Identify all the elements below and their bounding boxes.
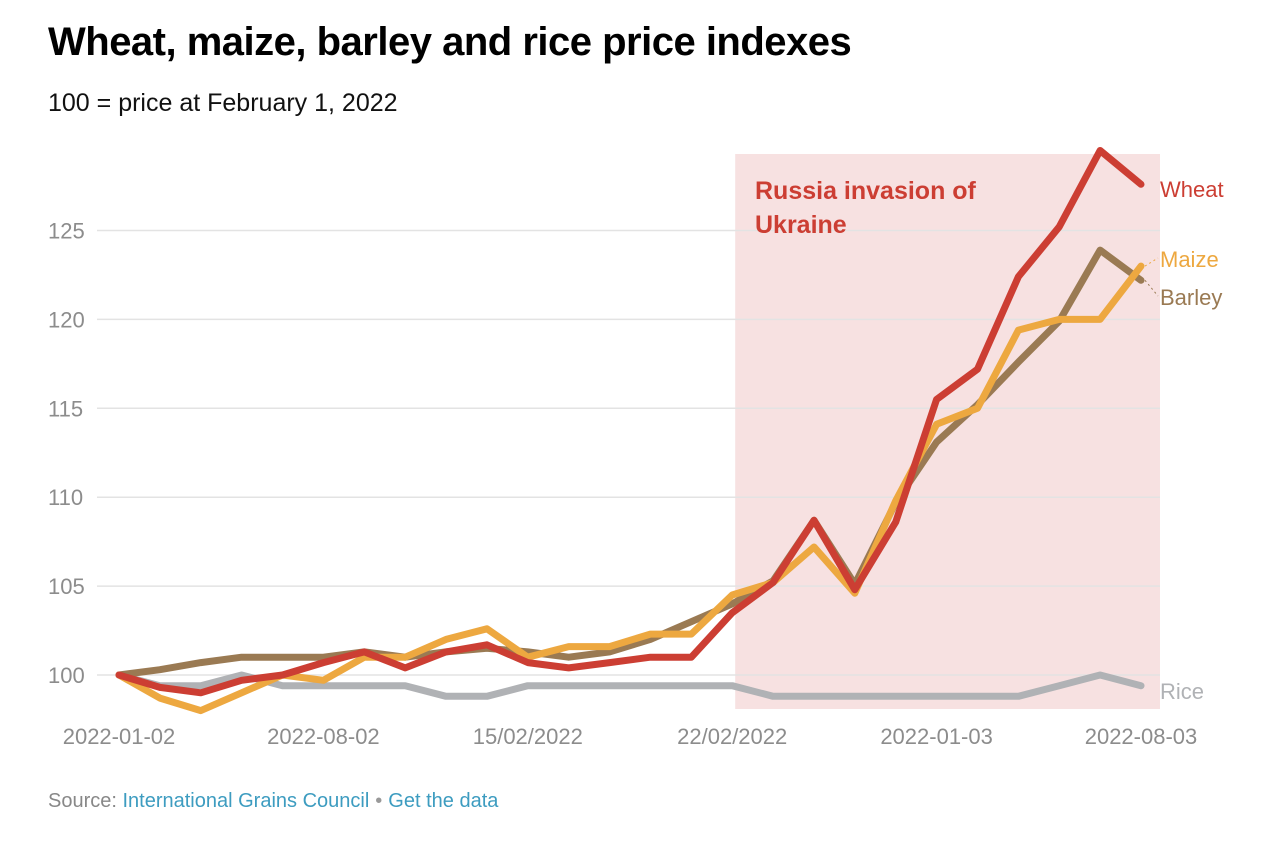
series-lines [115,147,1145,715]
x-tick-label-15: 22/02/2022 [677,724,787,749]
source-line: Source: International Grains Council • Get… [48,790,498,813]
series-labels: Wheat Maize Barley Rice [1144,177,1224,704]
y-tick-label-120: 120 [48,307,85,332]
y-axis-ticks: 100 105 110 115 120 125 [48,219,85,689]
chart-title: Wheat, maize, barley and rice price inde… [48,20,852,64]
series-label-wheat: Wheat [1160,177,1224,202]
chart-subtitle: 100 = price at February 1, 2022 [48,89,398,117]
y-tick-label-105: 105 [48,574,85,599]
y-tick-label-125: 125 [48,219,85,244]
grid-lines [97,229,1160,676]
get-data-link[interactable]: Get the data [388,790,499,812]
invasion-annotation-line1: Russia invasion of [755,177,977,205]
source-link[interactable]: International Grains Council [122,790,370,812]
x-tick-label-0: 2022-01-02 [63,724,176,749]
series-label-barley: Barley [1160,285,1222,310]
y-tick-label-100: 100 [48,663,85,688]
invasion-annotation-line2: Ukraine [755,211,847,239]
x-axis-ticks: 2022-01-02 2022-08-02 15/02/2022 22/02/2022… [63,724,1198,749]
source-prefix: Source: [48,790,123,812]
x-tick-label-25: 2022-08-03 [1085,724,1198,749]
y-tick-label-115: 115 [48,396,83,421]
series-label-maize: Maize [1160,247,1219,272]
y-tick-label-110: 110 [48,485,83,510]
series-line-wheat [115,147,1145,697]
x-tick-label-5: 2022-08-02 [267,724,380,749]
x-tick-label-10: 15/02/2022 [473,724,583,749]
source-separator: • [375,790,383,812]
series-leader-barley [1144,279,1159,297]
x-tick-label-20: 2022-01-03 [880,724,993,749]
series-label-rice: Rice [1160,679,1204,704]
series-line-rice [115,671,1145,700]
